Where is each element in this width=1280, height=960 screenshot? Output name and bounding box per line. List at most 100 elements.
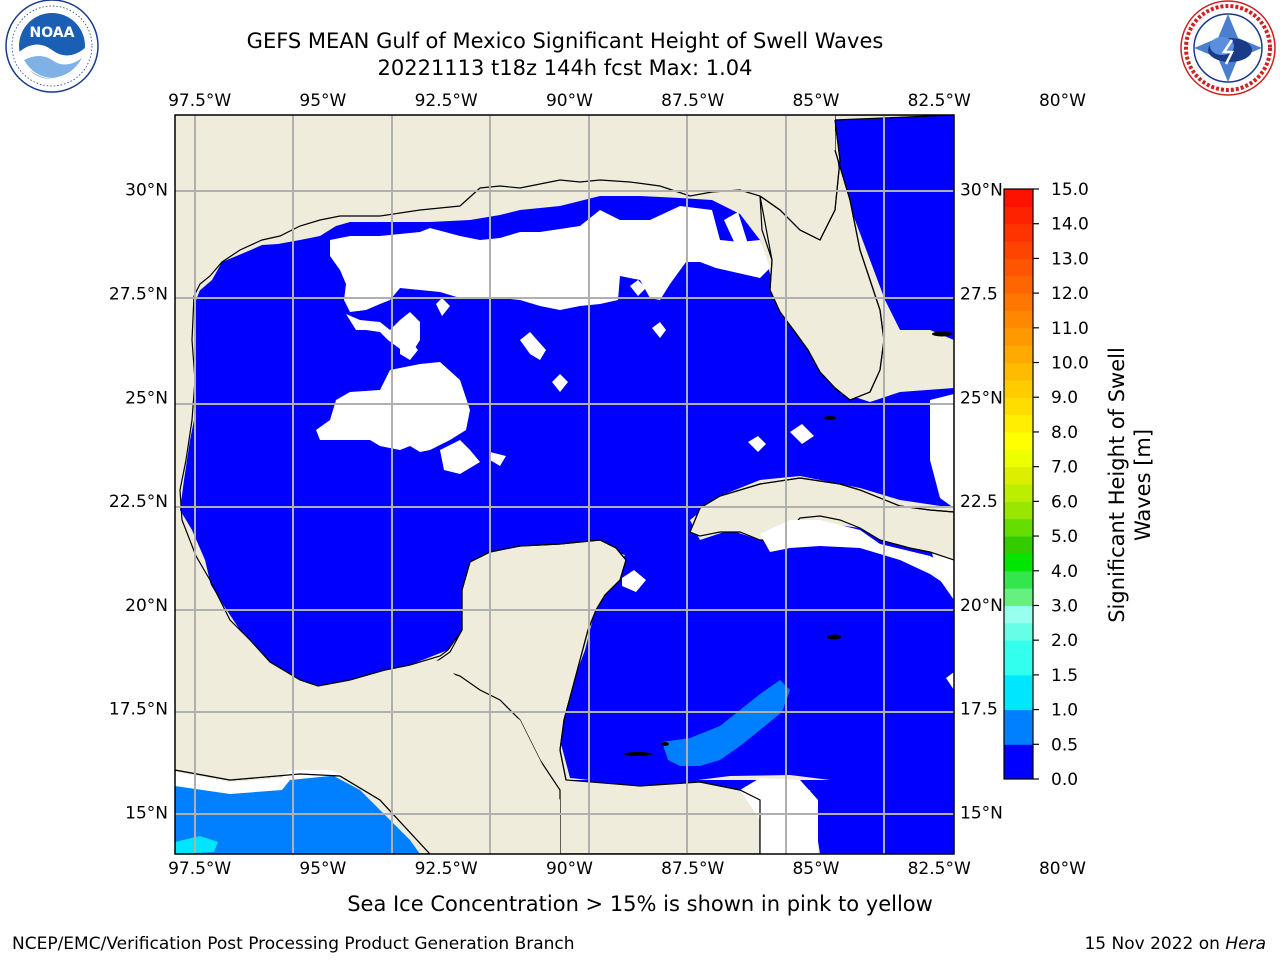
y-tick-label-left: 17.5°N: [109, 700, 168, 720]
gulf-water-field: [180, 196, 954, 786]
colorbar-segment: [1004, 206, 1033, 225]
colorbar-tick-label: 4.0: [1051, 562, 1078, 582]
x-tick-label-bottom: 90°W: [546, 859, 593, 879]
map-frame: [174, 114, 955, 855]
x-tick-label-bottom: 80°W: [1039, 859, 1086, 879]
colorbar-tick-label: 13.0: [1051, 249, 1089, 269]
x-tick-labels-bottom: 97.5°W 95°W 92.5°W 90°W 87.5°W 85°W 82.5°W 80°W: [168, 859, 1086, 879]
y-tick-label-right: 17.5: [960, 700, 998, 720]
colorbar-segment: [1004, 588, 1033, 606]
colorbar-segment: [1004, 414, 1033, 433]
colorbar-tick-label: 11.0: [1051, 319, 1089, 339]
x-tick-label-top: 80°W: [1039, 91, 1086, 111]
colorbar-tick-label: 10.0: [1051, 354, 1089, 374]
colorbar-segment: [1004, 258, 1033, 277]
y-tick-label-left: 20°N: [125, 596, 168, 616]
y-tick-label-left: 25°N: [125, 388, 168, 408]
colorbar-tick-label: 1.0: [1051, 701, 1078, 721]
colorbar-frame: [1003, 188, 1034, 780]
pacific-water-cyan: [175, 836, 218, 854]
footer-host: Hera: [1225, 934, 1266, 954]
colorbar: [1004, 189, 1033, 780]
colorbar-segment: [1004, 709, 1033, 745]
colorbar-tick-label: 12.0: [1051, 284, 1089, 304]
colorbar-segment: [1004, 310, 1033, 329]
chart-title: GEFS MEAN Gulf of Mexico Significant Hei…: [247, 29, 884, 53]
sea-ice-note: Sea Ice Concentration > 15% is shown in …: [347, 892, 933, 916]
colorbar-tick-label: 1.5: [1051, 666, 1078, 686]
footer-right: 15 Nov 2022 on Hera: [1084, 934, 1266, 954]
colorbar-tick-label: 7.0: [1051, 458, 1078, 478]
x-tick-label-bottom: 85°W: [792, 859, 839, 879]
x-tick-label-top: 85°W: [792, 91, 839, 111]
x-tick-label-bottom: 92.5°W: [415, 859, 478, 879]
map-area: [175, 115, 954, 854]
colorbar-tick-label: 14.0: [1051, 215, 1089, 235]
colorbar-segment: [1004, 379, 1033, 398]
colorbar-segment: [1004, 223, 1033, 242]
colorbar-tick-label: 0.5: [1051, 735, 1078, 755]
x-tick-label-bottom: 97.5°W: [168, 859, 231, 879]
colorbar-tick-label: 2.0: [1051, 631, 1078, 651]
colorbar-segment: [1004, 293, 1033, 311]
x-tick-label-top: 95°W: [299, 91, 346, 111]
colorbar-segment: [1004, 327, 1033, 346]
colorbar-segment: [1004, 275, 1033, 294]
colorbar-segment: [1004, 241, 1033, 259]
x-tick-label-top: 92.5°W: [415, 91, 478, 111]
y-tick-label-right: 27.5: [960, 285, 998, 305]
colorbar-segment: [1004, 744, 1033, 780]
colorbar-segment: [1004, 553, 1033, 572]
y-tick-label-left: 27.5°N: [109, 285, 168, 305]
colorbar-segment: [1004, 605, 1033, 624]
x-tick-labels-top: 97.5°W 95°W 92.5°W 90°W 87.5°W 85°W 82.5°W 80°W: [168, 91, 1086, 111]
colorbar-tick-label: 9.0: [1051, 388, 1078, 408]
southeast-us-land: [175, 115, 835, 510]
mexico-south-land: [175, 510, 560, 854]
x-tick-label-top: 87.5°W: [661, 91, 724, 111]
colorbar-segment: [1004, 570, 1033, 589]
colorbar-segment: [1004, 345, 1033, 364]
y-tick-label-left: 15°N: [125, 803, 168, 823]
y-tick-label-right: 25°N: [960, 388, 1003, 408]
colorbar-segment: [1004, 362, 1033, 381]
y-tick-label-right: 20°N: [960, 596, 1003, 616]
colorbar-segment: [1004, 501, 1033, 520]
colorbar-segment: [1004, 466, 1033, 485]
colorbar-segment: [1004, 449, 1033, 468]
colorbar-tick-label: 3.0: [1051, 596, 1078, 616]
x-tick-label-bottom: 95°W: [299, 859, 346, 879]
cuba-south-white: [760, 520, 954, 590]
colorbar-label-line1: Significant Height of Swell: [1105, 347, 1129, 623]
footer-left: NCEP/EMC/Verification Post Processing Pr…: [12, 934, 575, 954]
colorbar-tick-label: 15.0: [1051, 180, 1089, 200]
y-tick-label-right: 15°N: [960, 803, 1003, 823]
y-tick-label-left: 30°N: [125, 181, 168, 201]
colorbar-segment: [1004, 397, 1033, 416]
nws-logo: [1180, 0, 1276, 96]
y-tick-labels-left: 30°N 27.5°N 25°N 22.5°N 20°N 17.5°N 15°N: [109, 181, 168, 824]
x-tick-label-top: 97.5°W: [168, 91, 231, 111]
noaa-logo-text: NOAA: [30, 25, 75, 41]
colorbar-segment: [1004, 518, 1033, 537]
colorbar-tick-label: 0.0: [1051, 770, 1078, 790]
atlantic-water: [835, 115, 954, 340]
chart-subtitle: 20221113 t18z 144h fcst Max: 1.04: [378, 56, 753, 80]
pacific-white-edge: [175, 770, 345, 794]
y-tick-label-left: 22.5°N: [109, 492, 168, 512]
colorbar-segment: [1004, 640, 1033, 676]
x-tick-label-top: 90°W: [546, 91, 593, 111]
colorbar-label-line2: Waves [m]: [1131, 429, 1155, 541]
caribbean-water: [570, 780, 954, 854]
colorbar-tick-labels: 0.0 0.5 1.0 1.5 2.0 3.0 4.0 5.0 6.0 7.0 8.0 9.0 10.0…: [1033, 180, 1089, 790]
colorbar-segment: [1004, 484, 1033, 502]
colorbar-tick-label: 8.0: [1051, 423, 1078, 443]
honduras-white: [740, 778, 818, 854]
colorbar-segment: [1004, 536, 1033, 554]
x-tick-label-bottom: 87.5°W: [661, 859, 724, 879]
y-tick-label-right: 22.5: [960, 492, 998, 512]
caribbean-islands: [624, 331, 952, 756]
footer-date: 15 Nov 2022 on: [1084, 934, 1225, 954]
